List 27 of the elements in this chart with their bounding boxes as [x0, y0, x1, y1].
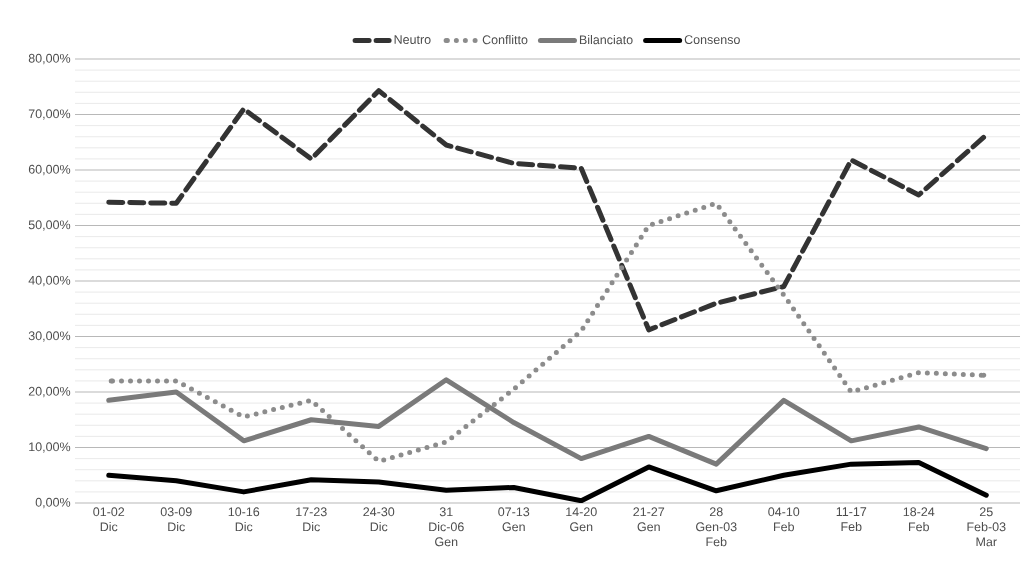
legend-label: Consenso: [684, 35, 740, 45]
x-tick-label: 28 Gen-03 Feb: [696, 507, 737, 547]
x-tick-label: 07-13 Gen: [498, 507, 530, 532]
y-tick-label: 80,00%: [28, 53, 71, 65]
x-tick-label: 25 Feb-03 Mar: [967, 507, 1006, 547]
y-tick-label: 60,00%: [28, 164, 71, 176]
x-tick-label: 04-10 Feb: [768, 507, 800, 532]
x-tick-label: 11-17 Feb: [836, 507, 867, 532]
y-tick-label: 70,00%: [28, 109, 71, 120]
legend-label: Bilanciato: [579, 35, 633, 45]
y-tick-label: 0,00%: [35, 497, 71, 509]
x-tick-label: 21-27 Gen: [633, 507, 665, 532]
y-tick-label: 10,00%: [29, 442, 71, 453]
x-tick-label: 18-24 Feb: [903, 507, 935, 532]
y-tick-label: 40,00%: [28, 275, 71, 287]
x-tick-label: 10-16 Dic: [228, 507, 260, 532]
y-tick-label: 20,00%: [28, 386, 71, 398]
legend-label: Conflitto: [482, 35, 528, 45]
x-tick-label: 17-23 Dic: [296, 507, 327, 532]
y-tick-label: 50,00%: [28, 220, 71, 231]
legend-label: Neutro: [394, 35, 431, 44]
x-tick-label: 03-09 Dic: [160, 507, 192, 532]
x-tick-label: 24-30 Dic: [363, 507, 395, 532]
y-tick-label: 30,00%: [28, 331, 71, 342]
x-tick-label: 14-20 Gen: [566, 507, 597, 532]
x-tick-label: 01-02 Dic: [93, 507, 125, 532]
x-tick-label: 31 Dic-06 Gen: [429, 507, 464, 547]
